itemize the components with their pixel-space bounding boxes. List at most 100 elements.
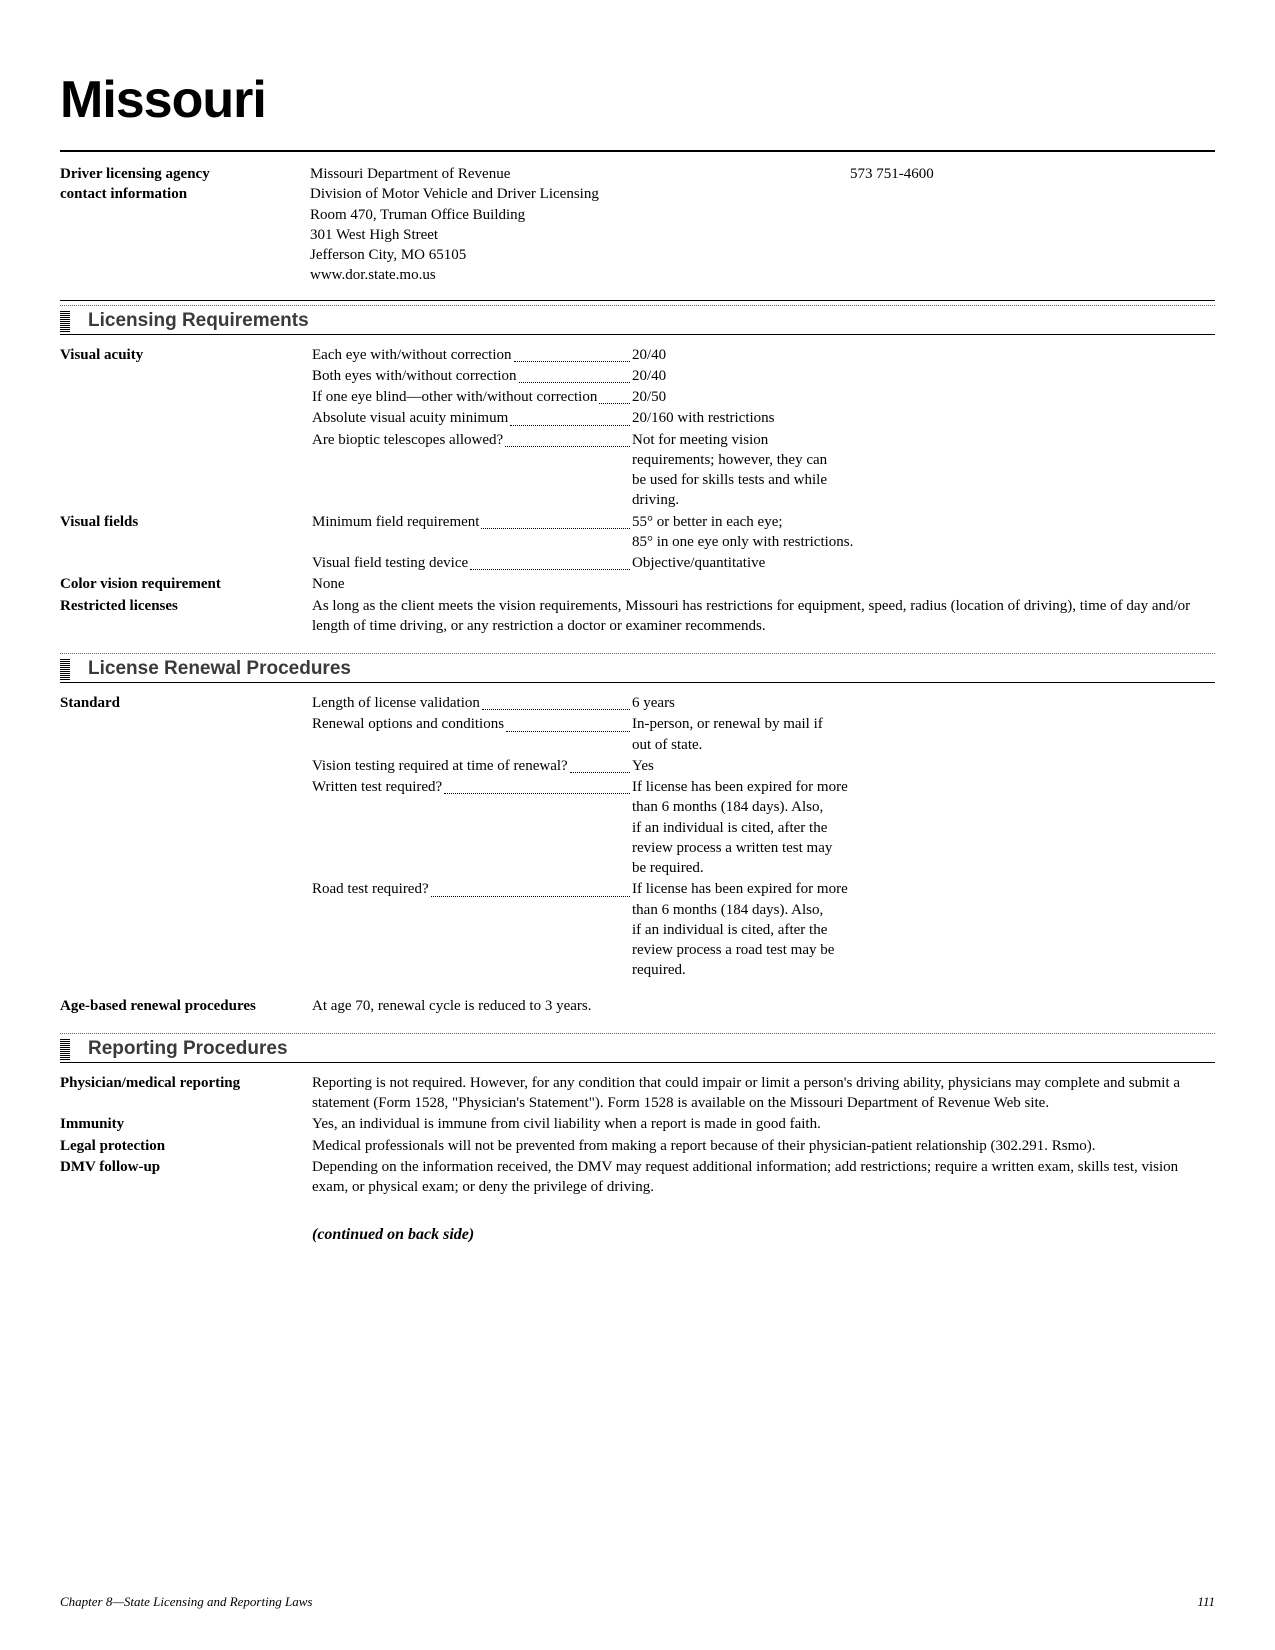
dotted-leader bbox=[599, 384, 630, 404]
row-label: Legal protection bbox=[60, 1136, 312, 1156]
data-row: Absolute visual acuity minimum20/160 wit… bbox=[60, 408, 1215, 428]
item-value: 20/40 bbox=[632, 366, 666, 386]
row-label: Visual fields bbox=[60, 512, 312, 553]
data-row: Road test required? If license has been e… bbox=[60, 879, 1215, 980]
contact-address-line: Jefferson City, MO 65105 bbox=[310, 245, 850, 265]
item-value-continuation: out of state. bbox=[312, 735, 1215, 755]
contact-address-line: Division of Motor Vehicle and Driver Lic… bbox=[310, 184, 850, 204]
row-label: Physician/medical reporting bbox=[60, 1073, 312, 1114]
row-body: Absolute visual acuity minimum20/160 wit… bbox=[312, 408, 1215, 428]
contact-address-line: www.dor.state.mo.us bbox=[310, 265, 850, 285]
footer-page-number: 111 bbox=[1197, 1594, 1215, 1610]
item-value-continuation: review process a road test may be bbox=[312, 940, 1215, 960]
contact-label-line1: Driver licensing agency bbox=[60, 164, 310, 184]
row-body: Road test required? If license has been e… bbox=[312, 879, 1215, 980]
row-label bbox=[60, 879, 312, 980]
row-label: Visual acuity bbox=[60, 345, 312, 365]
rule bbox=[60, 300, 1215, 301]
row-text: As long as the client meets the vision r… bbox=[312, 596, 1215, 637]
item-value-continuation: required. bbox=[312, 960, 1215, 980]
dotted-item: Vision testing required at time of renew… bbox=[312, 756, 1215, 776]
contact-block: Driver licensing agency contact informat… bbox=[60, 154, 1215, 300]
page-title: Missouri bbox=[60, 70, 1215, 130]
item-value: 20/50 bbox=[632, 387, 666, 407]
rule-top bbox=[60, 150, 1215, 152]
dotted-item: Each eye with/without correction20/40 bbox=[312, 345, 1215, 365]
item-label: Length of license validation bbox=[312, 693, 480, 713]
dotted-leader bbox=[519, 363, 630, 383]
item-label: If one eye blind—other with/without corr… bbox=[312, 387, 597, 407]
row-body: Minimum field requirement 55° or better i… bbox=[312, 512, 1215, 553]
item-value: If license has been expired for more bbox=[632, 879, 848, 899]
dotted-item: Visual field testing deviceObjective/qua… bbox=[312, 553, 1215, 573]
contact-address-line: Room 470, Truman Office Building bbox=[310, 205, 850, 225]
item-value: Yes bbox=[632, 756, 654, 776]
item-value-continuation: review process a written test may bbox=[312, 838, 1215, 858]
contact-label: Driver licensing agency contact informat… bbox=[60, 164, 310, 286]
data-row: Color vision requirementNone bbox=[60, 574, 1215, 594]
page-footer: Chapter 8—State Licensing and Reporting … bbox=[60, 1594, 1215, 1610]
row-body: If one eye blind—other with/without corr… bbox=[312, 387, 1215, 407]
item-value-continuation: driving. bbox=[312, 490, 1215, 510]
item-value: Objective/quantitative bbox=[632, 553, 765, 573]
section-bar-icon bbox=[60, 658, 70, 680]
item-value-continuation: than 6 months (184 days). Also, bbox=[312, 797, 1215, 817]
item-label: Minimum field requirement bbox=[312, 512, 479, 532]
dotted-leader bbox=[431, 876, 630, 896]
footer-left: Chapter 8—State Licensing and Reporting … bbox=[60, 1594, 312, 1610]
row-body: Are bioptic telescopes allowed?Not for m… bbox=[312, 430, 1215, 511]
section-header: Licensing Requirements bbox=[60, 305, 1215, 335]
row-label bbox=[60, 553, 312, 573]
section-header: License Renewal Procedures bbox=[60, 653, 1215, 683]
data-row: Restricted licensesAs long as the client… bbox=[60, 596, 1215, 637]
data-row: Vision testing required at time of renew… bbox=[60, 756, 1215, 776]
contact-phone: 573 751-4600 bbox=[850, 164, 1215, 286]
section-content: Visual acuityEach eye with/without corre… bbox=[60, 335, 1215, 650]
row-body: Renewal options and conditionsIn-person,… bbox=[312, 714, 1215, 755]
item-value: 55° or better in each eye; bbox=[632, 512, 783, 532]
item-label: Vision testing required at time of renew… bbox=[312, 756, 568, 776]
item-value-continuation: be required. bbox=[312, 858, 1215, 878]
item-value: In-person, or renewal by mail if bbox=[632, 714, 823, 734]
item-value-continuation: if an individual is cited, after the bbox=[312, 818, 1215, 838]
dotted-leader bbox=[444, 774, 630, 794]
row-body: Each eye with/without correction20/40 bbox=[312, 345, 1215, 365]
section-title: License Renewal Procedures bbox=[88, 658, 351, 680]
data-row: Physician/medical reportingReporting is … bbox=[60, 1073, 1215, 1114]
continued-note: (continued on back side) bbox=[312, 1226, 1215, 1244]
row-body: Written test required?If license has bee… bbox=[312, 777, 1215, 878]
row-label bbox=[60, 366, 312, 386]
dotted-item: If one eye blind—other with/without corr… bbox=[312, 387, 1215, 407]
contact-label-line2: contact information bbox=[60, 184, 310, 204]
item-value: 20/160 with restrictions bbox=[632, 408, 775, 428]
item-value-continuation: if an individual is cited, after the bbox=[312, 920, 1215, 940]
row-text: Yes, an individual is immune from civil … bbox=[312, 1114, 1215, 1134]
item-label: Each eye with/without correction bbox=[312, 345, 512, 365]
dotted-leader bbox=[570, 753, 630, 773]
dotted-leader bbox=[481, 509, 630, 529]
dotted-item: Minimum field requirement 55° or better i… bbox=[312, 512, 1215, 532]
dotted-item: Renewal options and conditionsIn-person,… bbox=[312, 714, 1215, 734]
row-label bbox=[60, 756, 312, 776]
row-label: DMV follow-up bbox=[60, 1157, 312, 1198]
data-row: Renewal options and conditionsIn-person,… bbox=[60, 714, 1215, 755]
contact-address-line: 301 West High Street bbox=[310, 225, 850, 245]
data-row: Both eyes with/without correction20/40 bbox=[60, 366, 1215, 386]
item-value-continuation: requirements; however, they can bbox=[312, 450, 1215, 470]
contact-address: Missouri Department of RevenueDivision o… bbox=[310, 164, 850, 286]
dotted-item: Written test required?If license has bee… bbox=[312, 777, 1215, 797]
section-title: Reporting Procedures bbox=[88, 1038, 288, 1060]
dotted-leader bbox=[482, 690, 630, 710]
data-row: DMV follow-upDepending on the informatio… bbox=[60, 1157, 1215, 1198]
item-label: Road test required? bbox=[312, 879, 429, 899]
row-label: Standard bbox=[60, 693, 312, 713]
dotted-leader bbox=[505, 427, 630, 447]
row-label: Color vision requirement bbox=[60, 574, 312, 594]
section-content: StandardLength of license validation6 ye… bbox=[60, 683, 1215, 1029]
item-value: Not for meeting vision bbox=[632, 430, 768, 450]
item-value-continuation: than 6 months (184 days). Also, bbox=[312, 900, 1215, 920]
data-row: Are bioptic telescopes allowed?Not for m… bbox=[60, 430, 1215, 511]
section-header: Reporting Procedures bbox=[60, 1033, 1215, 1063]
data-row: Age-based renewal proceduresAt age 70, r… bbox=[60, 996, 1215, 1016]
row-label: Age-based renewal procedures bbox=[60, 996, 312, 1016]
